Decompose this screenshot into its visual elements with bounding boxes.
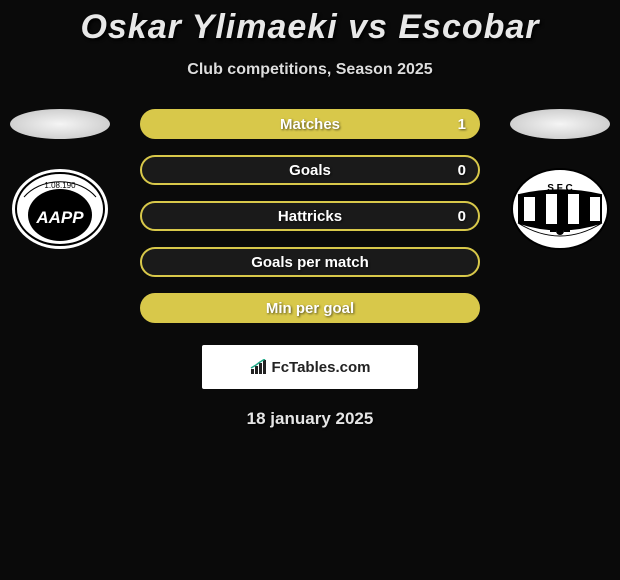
stat-label: Hattricks bbox=[278, 208, 342, 225]
svg-text:AAPP: AAPP bbox=[35, 208, 84, 227]
watermark-text: FcTables.com bbox=[272, 359, 371, 376]
player-left-column: 1.08.190 AAPP bbox=[0, 109, 120, 252]
stat-right-value: 0 bbox=[458, 162, 466, 179]
stat-bar-goals-per-match: Goals per match bbox=[140, 247, 480, 277]
watermark: FcTables.com bbox=[202, 345, 418, 389]
club-logo-right: S F C bbox=[510, 167, 610, 252]
stat-label: Goals per match bbox=[251, 254, 369, 271]
stat-right-value: 1 bbox=[458, 116, 466, 133]
comparison-subtitle: Club competitions, Season 2025 bbox=[0, 61, 620, 79]
stat-right-value: 0 bbox=[458, 208, 466, 225]
player-right-column: S F C bbox=[500, 109, 620, 252]
stat-bar-min-per-goal: Min per goal bbox=[140, 293, 480, 323]
stat-bar-matches: Matches 1 bbox=[140, 109, 480, 139]
stat-label: Goals bbox=[289, 162, 331, 179]
date-label: 18 january 2025 bbox=[0, 409, 620, 429]
club-logo-left: 1.08.190 AAPP bbox=[10, 167, 110, 252]
player-right-photo bbox=[510, 109, 610, 139]
stat-label: Min per goal bbox=[266, 300, 354, 317]
svg-text:1.08.190: 1.08.190 bbox=[44, 181, 76, 190]
stat-bar-hattricks: Hattricks 0 bbox=[140, 201, 480, 231]
santos-logo-icon: S F C bbox=[510, 167, 610, 252]
comparison-content: 1.08.190 AAPP S F C bbox=[0, 109, 620, 429]
comparison-title: Oskar Ylimaeki vs Escobar bbox=[0, 0, 620, 47]
player-left-photo bbox=[10, 109, 110, 139]
chart-icon bbox=[250, 359, 268, 375]
stat-bar-goals: Goals 0 bbox=[140, 155, 480, 185]
stat-label: Matches bbox=[280, 116, 340, 133]
ponte-preta-logo-icon: 1.08.190 AAPP bbox=[10, 167, 110, 252]
stat-bars: Matches 1 Goals 0 Hattricks 0 Goals per … bbox=[140, 109, 480, 323]
